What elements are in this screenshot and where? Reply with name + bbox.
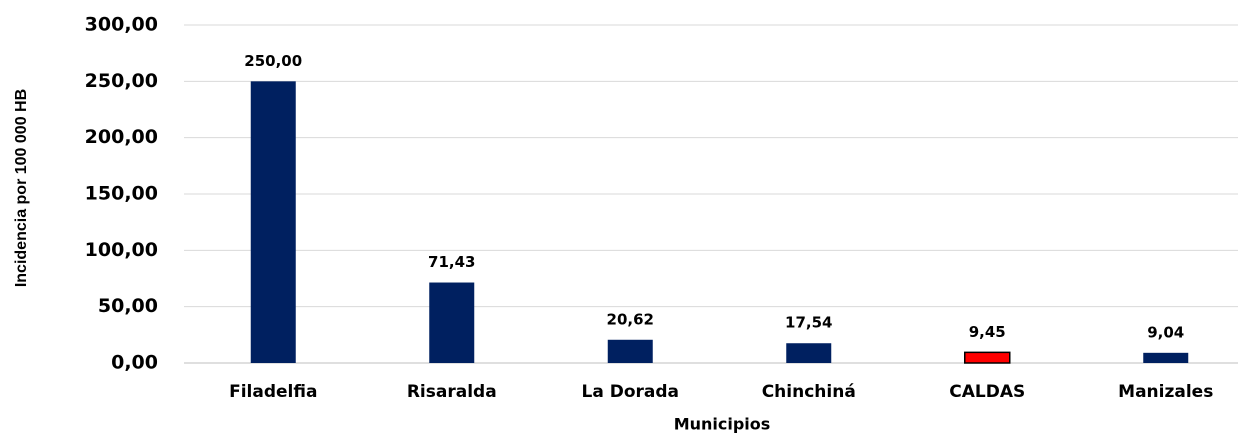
bar [964,351,1011,364]
y-tick-label: 100,00 [85,239,158,261]
y-tick-label: 250,00 [85,70,158,92]
x-tick-label: La Dorada [581,382,679,402]
y-tick-label: 300,00 [85,14,158,36]
bar [607,339,653,363]
bar [1143,352,1189,363]
data-label: 20,62 [607,310,654,328]
y-axis-title: Incidencia por 100 000 HB [13,89,30,287]
x-tick-label: Manizales [1118,382,1213,402]
data-label: 71,43 [428,253,475,271]
x-tick-label: Filadelfia [229,382,317,402]
bar [786,343,832,363]
y-tick-label: 150,00 [85,183,158,205]
x-tick-label: CALDAS [949,382,1025,402]
y-tick-label: 200,00 [85,126,158,148]
y-tick-label: 0,00 [111,352,158,374]
data-label: 9,04 [1147,323,1184,341]
x-axis-title: Municipios [674,415,771,433]
data-label: 250,00 [244,52,302,70]
data-label: 17,54 [785,314,832,332]
y-tick-label: 50,00 [98,295,158,317]
bar [250,81,296,363]
x-tick-label: Risaralda [407,382,497,402]
bar [429,282,475,363]
data-label: 9,45 [969,323,1006,341]
x-tick-label: Chinchiná [762,382,856,402]
